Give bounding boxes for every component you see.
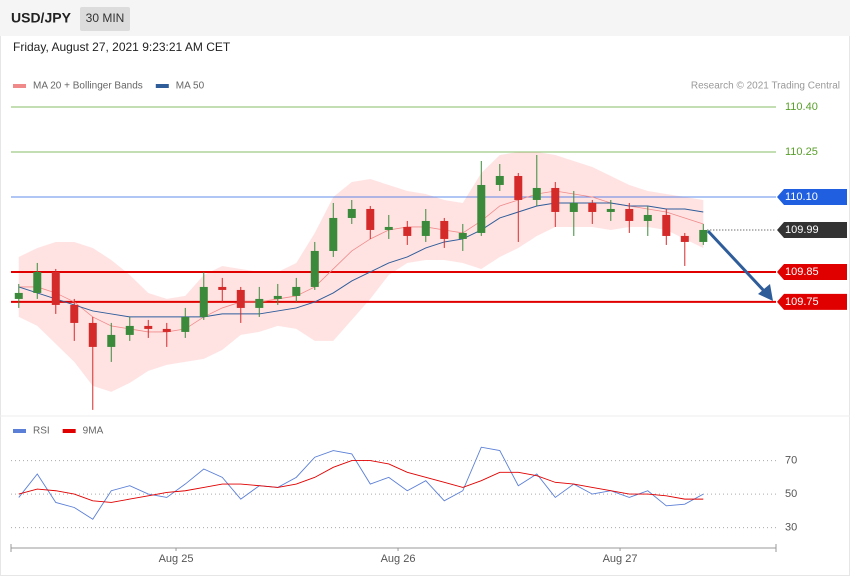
level-label-box: [777, 221, 847, 238]
x-tick-label: Aug 26: [381, 553, 416, 565]
candle-body: [625, 208, 634, 221]
datetime: Friday, August 27, 2021 9:23:21 AM CET: [13, 40, 231, 54]
plot-layer: 110.40 110.25 110.10 109.99 109.85 109.75 MA 2…: [11, 81, 847, 565]
candle-body: [458, 232, 467, 239]
candle-body: [107, 334, 116, 347]
candle-body: [680, 235, 689, 242]
candle-body: [606, 208, 615, 212]
y-tick-label: 30: [785, 521, 797, 533]
level-label-box: [777, 263, 847, 280]
candle-body: [310, 250, 319, 287]
candle-body: [292, 286, 301, 296]
legend-label: RSI: [33, 426, 50, 437]
level-label: 110.40: [785, 101, 818, 113]
candle-body: [218, 286, 227, 290]
legend-label: MA 20 + Bollinger Bands: [33, 81, 143, 92]
legend-swatch: [13, 429, 26, 433]
candle-body: [421, 220, 430, 236]
timeframe[interactable]: 30 MIN: [86, 11, 125, 25]
legend-label: MA 50: [176, 81, 205, 92]
level-label: 109.85: [785, 266, 819, 278]
candle-body: [514, 175, 523, 200]
x-tick-label: Aug 25: [159, 553, 194, 565]
candle-body: [236, 289, 245, 308]
legend-label: 9MA: [83, 426, 104, 437]
candle-body: [273, 295, 282, 299]
candle-body: [181, 316, 190, 332]
header-bar: [0, 0, 850, 36]
rsi-line: [18, 446, 704, 520]
y-tick-label: 50: [785, 488, 797, 500]
legend-swatch: [155, 84, 169, 88]
candle-body: [495, 175, 504, 185]
candle-body: [70, 304, 79, 323]
legend-swatch: [13, 84, 26, 88]
candle-body: [199, 286, 208, 317]
x-tick-label: Aug 27: [603, 553, 638, 565]
candle-body: [255, 298, 264, 308]
candle-body: [384, 226, 393, 230]
candle-body: [532, 187, 541, 200]
y-tick-label: 70: [785, 455, 797, 467]
candle-body: [329, 217, 338, 251]
candle-body: [51, 271, 60, 305]
level-label: 110.10: [785, 191, 818, 203]
ma-line: [18, 202, 704, 318]
candle-body: [347, 208, 356, 218]
candle-body: [144, 325, 153, 329]
candle-body: [33, 271, 42, 293]
level-label: 109.99: [785, 224, 819, 236]
level-label-box: [777, 188, 847, 205]
candle-body: [88, 322, 97, 347]
candle-body: [477, 184, 486, 233]
rsi-line: [18, 460, 704, 503]
candle-body: [643, 214, 652, 221]
candle-body: [366, 208, 375, 230]
forecast-arrow: [706, 229, 768, 295]
legend-swatch: [62, 429, 76, 433]
candle-body: [588, 202, 597, 212]
candle-body: [699, 229, 708, 242]
level-label: 110.25: [785, 146, 818, 158]
candle-body: [569, 202, 578, 212]
forecast-arrowhead: [758, 284, 773, 301]
timeframe-box[interactable]: [80, 7, 130, 31]
level-label-box: [777, 293, 847, 310]
candle-body: [662, 214, 671, 236]
candle-body: [551, 187, 560, 212]
candle-body: [403, 226, 412, 236]
level-label: 109.75: [785, 296, 819, 308]
candle-body: [125, 325, 134, 335]
symbol: USD/JPY: [11, 10, 72, 26]
candle-body: [440, 220, 449, 239]
attribution: Research © 2021 Trading Central: [691, 81, 840, 92]
candle-body: [14, 292, 23, 299]
candle-body: [162, 328, 171, 332]
